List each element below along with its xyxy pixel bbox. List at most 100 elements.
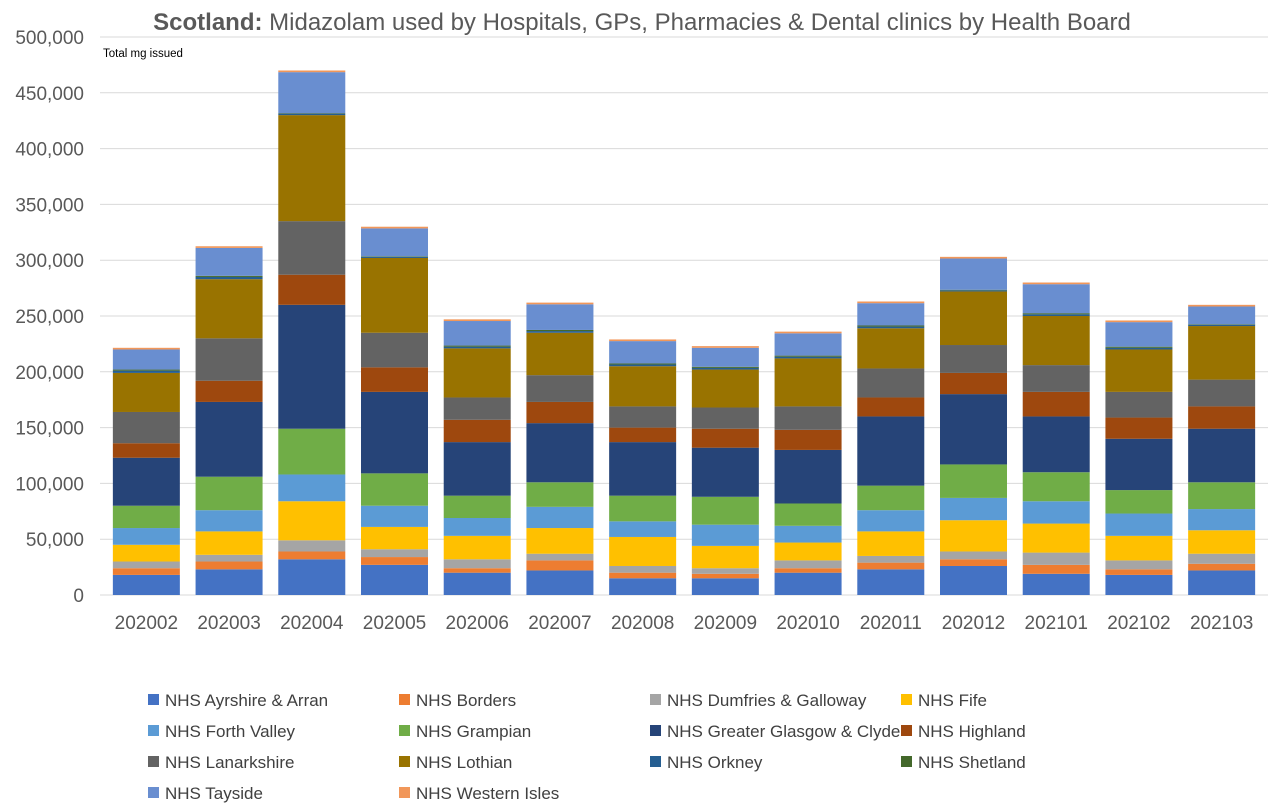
chart-title-bold: Scotland:	[153, 9, 262, 36]
y-tick-label: 50,000	[26, 530, 84, 551]
bar-segment	[361, 505, 428, 527]
bar-segment	[774, 542, 842, 561]
bar-segment	[526, 570, 594, 595]
legend-swatch	[399, 787, 410, 798]
bar-segment	[857, 303, 925, 326]
bar-segment	[857, 397, 925, 417]
legend-label: NHS Greater Glasgow & Clyde	[667, 722, 900, 741]
bar-stack-202009	[691, 346, 759, 595]
legend-label: NHS Fife	[918, 691, 987, 710]
bar-segment	[526, 528, 594, 554]
bar-segment	[691, 578, 759, 595]
bar-segment	[1022, 365, 1090, 392]
bar-segment	[112, 411, 180, 444]
bar-segment	[112, 457, 180, 506]
bar-segment	[278, 114, 346, 116]
bar-segment	[1022, 313, 1090, 315]
bar-segment	[278, 72, 346, 114]
bar-segment	[1188, 482, 1256, 510]
y-tick-label: 450,000	[15, 84, 84, 105]
bar-segment	[691, 568, 759, 574]
bar-segment	[1105, 320, 1173, 323]
bar-stack-202004	[278, 70, 346, 595]
bar-segment	[691, 428, 759, 448]
y-tick-label: 150,000	[15, 419, 84, 440]
bar-segment	[1022, 472, 1090, 502]
bar-segment	[774, 568, 842, 573]
bar-segment	[940, 551, 1007, 560]
bar-segment	[443, 348, 511, 398]
legend-item: NHS Borders	[399, 691, 516, 710]
legend-swatch	[901, 756, 912, 767]
bar-segment	[526, 482, 594, 507]
y-tick-label: 500,000	[15, 28, 84, 49]
legend-swatch	[650, 756, 661, 767]
legend-label: NHS Grampian	[416, 722, 531, 741]
bar-segment	[1105, 417, 1173, 439]
bar-segment	[195, 401, 263, 477]
bar-segment	[443, 495, 511, 518]
bar-segment	[526, 401, 594, 424]
y-tick-label: 200,000	[15, 363, 84, 384]
bar-segment	[940, 290, 1007, 292]
legend-label: NHS Tayside	[165, 784, 263, 803]
bar-segment	[691, 369, 759, 408]
bar-segment	[361, 332, 428, 368]
bar-segment	[940, 256, 1007, 259]
bar-segment	[112, 505, 180, 529]
bar-segment	[443, 535, 511, 560]
legend-item: NHS Lothian	[399, 753, 512, 772]
bar-segment	[940, 464, 1007, 498]
bar-segment	[857, 328, 925, 369]
bar-segment	[1188, 304, 1256, 307]
legend-label: NHS Orkney	[667, 753, 763, 772]
bar-segment	[857, 301, 925, 304]
bar-segment	[443, 345, 511, 347]
bar-segment	[857, 326, 925, 329]
bar-segment	[1022, 314, 1090, 316]
bar-segment	[526, 331, 594, 333]
legend-swatch	[148, 694, 159, 705]
bar-segment	[1188, 324, 1256, 325]
bar-segment	[691, 367, 759, 370]
bar-segment	[361, 549, 428, 558]
bar-segment	[609, 572, 677, 579]
bar-segment	[691, 366, 759, 368]
legend-swatch	[399, 756, 410, 767]
bar-segment	[691, 545, 759, 569]
legend-item: NHS Fife	[901, 691, 987, 710]
bar-segment	[526, 329, 594, 332]
bar-segment	[609, 495, 677, 522]
bar-segment	[278, 221, 346, 275]
bar-segment	[278, 70, 346, 73]
bar-segment	[857, 325, 925, 327]
bar-segment	[1022, 391, 1090, 417]
bar-segment	[774, 429, 842, 450]
bar-segment	[443, 559, 511, 569]
bar-segment	[1105, 346, 1173, 348]
bar-segment	[1188, 428, 1256, 483]
bar-segment	[1188, 406, 1256, 429]
bar-segment	[609, 427, 677, 443]
bar-segment	[857, 510, 925, 532]
bar-segment	[1022, 316, 1090, 366]
bar-stack-202003	[195, 246, 263, 595]
bar-segment	[1022, 416, 1090, 473]
bar-segment	[1105, 560, 1173, 570]
y-tick-label: 400,000	[15, 140, 84, 161]
y-tick-label: 250,000	[15, 307, 84, 328]
bar-segment	[1105, 513, 1173, 536]
bar-segment	[443, 572, 511, 595]
bar-segment	[195, 380, 263, 402]
legend-item: NHS Tayside	[148, 784, 263, 803]
bar-segment	[278, 115, 346, 222]
bar-stack-202011	[857, 301, 925, 595]
y-tick-label: 350,000	[15, 195, 84, 216]
bar-segment	[278, 501, 346, 541]
bar-segment	[112, 568, 180, 575]
bar-stack-202010	[774, 331, 842, 595]
legend-swatch	[399, 694, 410, 705]
bar-segment	[1105, 347, 1173, 350]
bar-segment	[443, 517, 511, 536]
bar-segment	[278, 474, 346, 502]
